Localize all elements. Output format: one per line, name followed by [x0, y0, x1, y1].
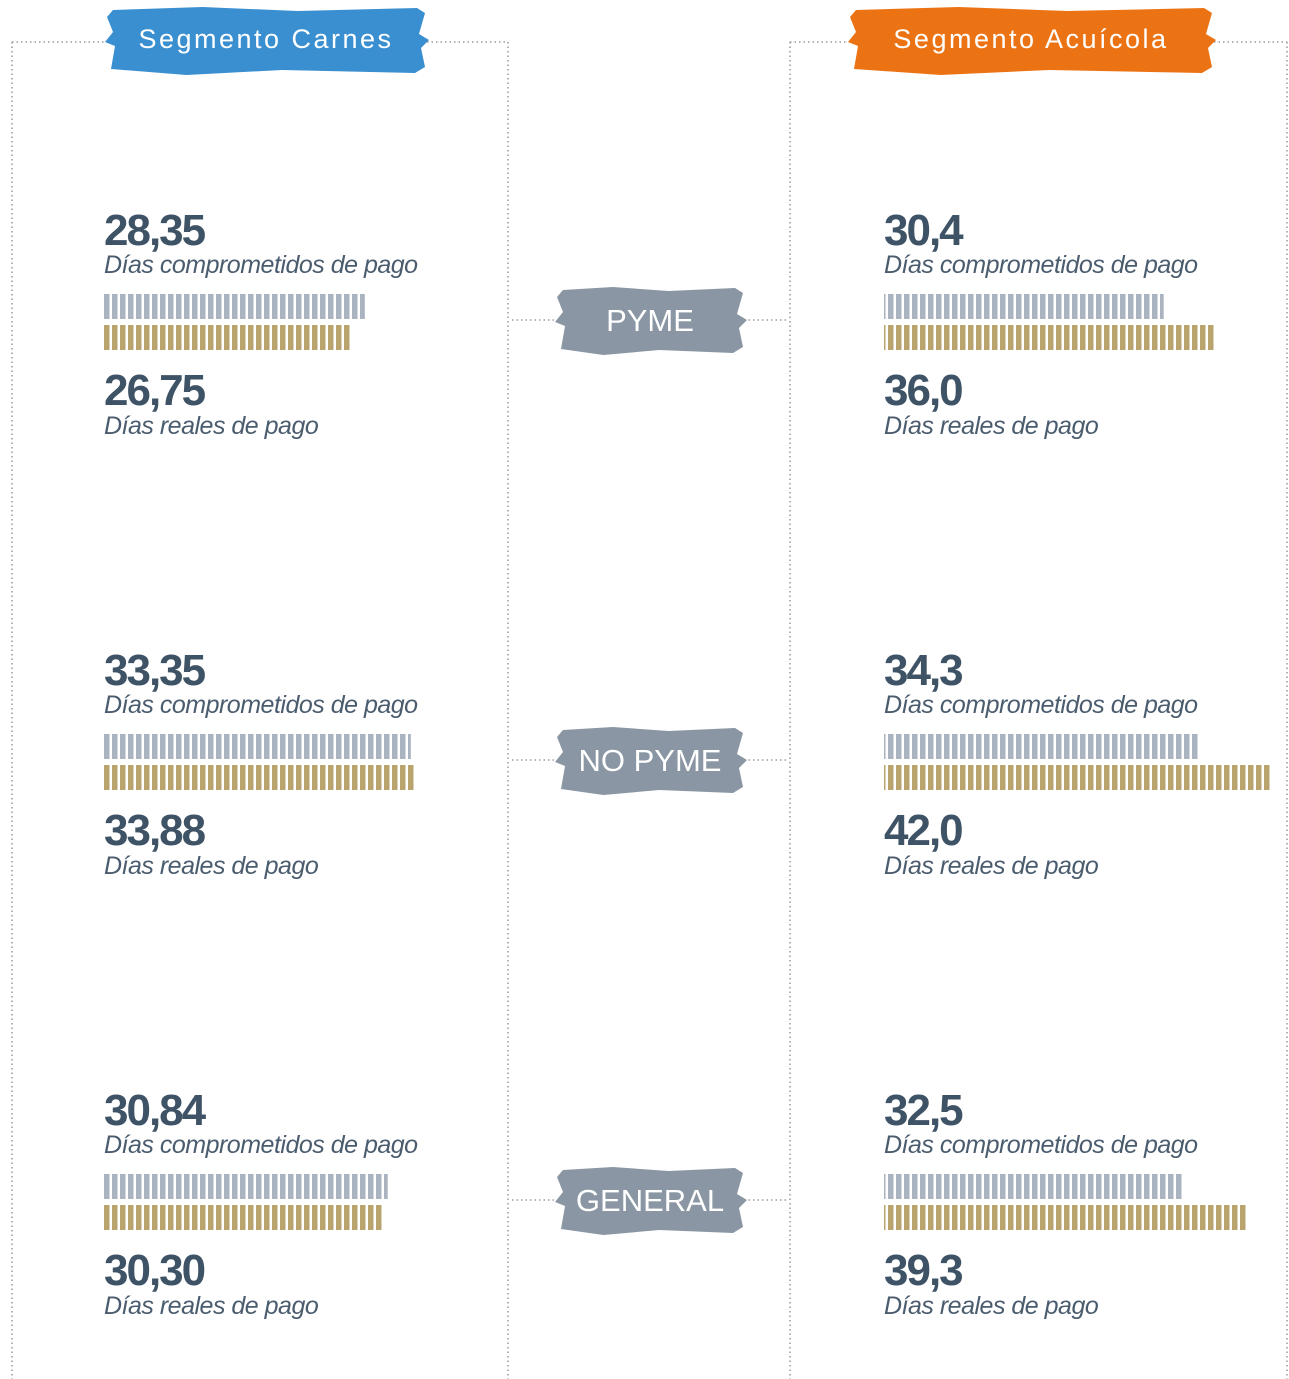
actual-value: 26,75 — [104, 366, 206, 415]
group-label-bg — [555, 1167, 747, 1235]
committed-value: 33,35 — [104, 646, 206, 695]
segment-header-bg — [848, 7, 1216, 75]
group-label: GENERAL — [576, 1183, 724, 1218]
actual-caption: Días reales de pago — [104, 852, 319, 880]
committed-caption: Días comprometidos de pago — [104, 251, 418, 279]
committed-bar — [884, 1174, 1183, 1199]
committed-caption: Días comprometidos de pago — [884, 1131, 1198, 1159]
committed-bar — [104, 294, 365, 319]
committed-caption: Días comprometidos de pago — [884, 691, 1198, 719]
actual-bar — [884, 1205, 1246, 1230]
actual-bar — [104, 325, 351, 350]
committed-bar — [884, 294, 1164, 319]
committed-bar — [104, 734, 411, 759]
group-label-bg — [555, 727, 747, 795]
committed-value: 32,5 — [884, 1086, 963, 1135]
actual-caption: Días reales de pago — [884, 412, 1099, 440]
group-label: PYME — [606, 303, 694, 338]
committed-value: 30,4 — [884, 206, 964, 255]
committed-value: 30,84 — [104, 1086, 207, 1135]
actual-caption: Días reales de pago — [884, 1292, 1099, 1320]
actual-caption: Días reales de pago — [104, 412, 319, 440]
actual-bar — [884, 765, 1271, 790]
actual-bar — [104, 765, 416, 790]
frame — [11, 41, 1288, 1379]
group-label: NO PYME — [579, 743, 722, 778]
committed-value: 28,35 — [104, 206, 206, 255]
actual-value: 42,0 — [884, 806, 962, 855]
committed-bar — [884, 734, 1200, 759]
segment-header-bg — [105, 7, 429, 75]
actual-bar — [104, 1205, 383, 1230]
actual-value: 39,3 — [884, 1246, 962, 1295]
actual-value: 36,0 — [884, 366, 962, 415]
actual-bar — [884, 325, 1216, 350]
committed-caption: Días comprometidos de pago — [104, 691, 418, 719]
actual-caption: Días reales de pago — [884, 852, 1099, 880]
committed-value: 34,3 — [884, 646, 962, 695]
segment-header: Segmento Acuícola — [893, 24, 1168, 54]
actual-value: 30,30 — [104, 1246, 205, 1295]
committed-bar — [104, 1174, 388, 1199]
actual-caption: Días reales de pago — [104, 1292, 319, 1320]
committed-caption: Días comprometidos de pago — [884, 251, 1198, 279]
group-label-bg — [555, 287, 747, 355]
actual-value: 33,88 — [104, 806, 206, 855]
committed-caption: Días comprometidos de pago — [104, 1131, 418, 1159]
segment-header: Segmento Carnes — [138, 24, 393, 54]
